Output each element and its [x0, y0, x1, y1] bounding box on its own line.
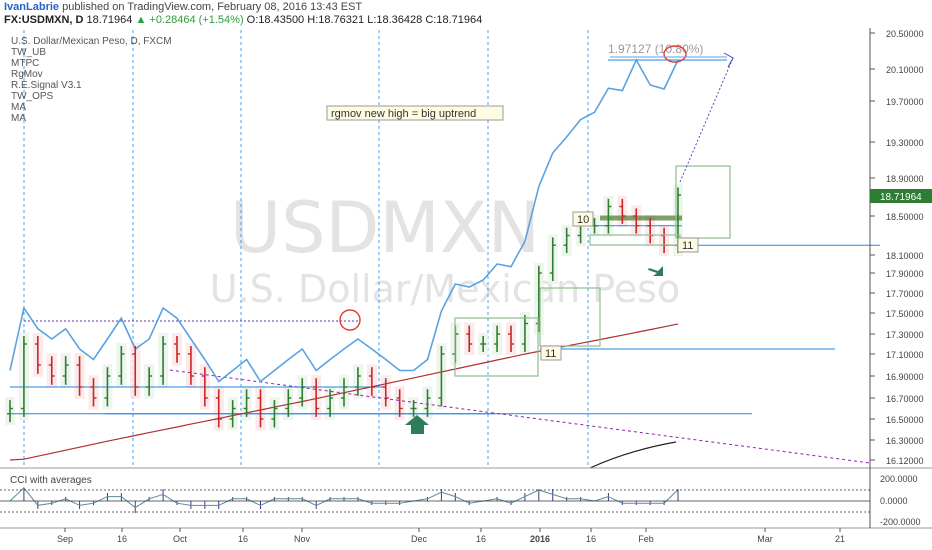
- open-value: 18.43500: [258, 14, 305, 26]
- time-tick-label: Dec: [411, 534, 428, 544]
- rgmov-series-line: [9, 58, 679, 383]
- time-tick-label: 16: [238, 534, 248, 544]
- price-tick-label: 19.70000: [886, 97, 924, 107]
- ohlc-bars: [7, 187, 681, 428]
- ohlc-line: FX:USDMXN, D 18.71964 ▲ +0.28464 (+1.54%…: [4, 14, 482, 26]
- svg-text:10: 10: [577, 214, 589, 226]
- watermark-symbol: USDMXN: [230, 187, 540, 269]
- signal-arrow-icon: [648, 266, 663, 276]
- time-tick-label: Oct: [173, 534, 188, 544]
- cci-panel: [9, 487, 679, 513]
- box-11-label-b: 11: [540, 345, 562, 361]
- price-tick-label: 16.50000: [886, 415, 924, 425]
- time-tick-label: Nov: [294, 534, 311, 544]
- buy-arrow-icon: [405, 415, 429, 434]
- close-label: C:: [425, 14, 437, 26]
- cci-tick-label: -200.0000: [880, 517, 921, 527]
- indicator-item[interactable]: TW_UB: [11, 47, 46, 58]
- svg-text:11: 11: [682, 240, 693, 252]
- period-lines: [23, 30, 589, 528]
- price-axis[interactable]: 20.50000 20.10000 19.70000 19.30000 18.90000…: [870, 29, 924, 466]
- chart-header: IvanLabrie published on TradingView.com,…: [0, 0, 932, 28]
- indicator-item[interactable]: MA: [11, 113, 26, 124]
- price-tick-label: 18.90000: [886, 174, 924, 184]
- breakout-circle: [339, 309, 361, 331]
- price-tick-label: 17.70000: [886, 289, 924, 299]
- indicator-item[interactable]: TW_OPS: [11, 91, 54, 102]
- indicator-list: U.S. Dollar/Mexican Peso, D, FXCM TW_UB …: [11, 36, 172, 124]
- price-tick-label: 20.10000: [886, 65, 924, 75]
- indicator-item[interactable]: MA: [11, 102, 26, 113]
- price-tick-label: 16.30000: [886, 436, 924, 446]
- time-tick-label: 16: [476, 534, 486, 544]
- price-tick-label: 17.30000: [886, 330, 924, 340]
- high-circle: [663, 45, 687, 63]
- pattern-boxes: [454, 165, 731, 377]
- svg-text:11: 11: [545, 348, 556, 360]
- target-label: 1.97127 (10.80%): [608, 42, 703, 56]
- last-price: 18.71964: [86, 14, 133, 26]
- price-tick-label: 18.50000: [886, 212, 924, 222]
- projection-arrow-icon: [723, 52, 734, 68]
- cci-tick-label: 0.0000: [880, 496, 908, 506]
- pattern-box: [675, 165, 731, 239]
- indicator-item[interactable]: U.S. Dollar/Mexican Peso, D, FXCM: [11, 36, 172, 47]
- cci-average-line: [9, 487, 679, 509]
- cci-tick-label: 200.0000: [880, 474, 918, 484]
- high-value: 18.76321: [318, 14, 365, 26]
- price-tick-label: 17.10000: [886, 350, 924, 360]
- low-label: L:: [367, 14, 377, 26]
- time-tick-label: 16: [117, 534, 127, 544]
- time-tick-label: 21: [835, 534, 845, 544]
- symbol-label[interactable]: FX:USDMXN, D: [4, 14, 84, 26]
- descending-trendline: [169, 369, 871, 464]
- pattern-box: [539, 287, 601, 347]
- cci-axis: 200.0000 0.0000 -200.0000: [0, 474, 921, 527]
- price-tick-label: 19.30000: [886, 138, 924, 148]
- support-resistance-lines: [10, 59, 880, 415]
- annotation-note[interactable]: rgmov new high = big uptrend: [326, 105, 504, 121]
- time-tick-label: Sep: [57, 534, 73, 544]
- price-tick-label: 18.10000: [886, 251, 924, 261]
- time-tick-label: Feb: [638, 534, 654, 544]
- pattern-box: [454, 317, 539, 377]
- close-value: 18.71964: [436, 14, 483, 26]
- change-value: +0.28464 (+1.54%): [149, 14, 244, 26]
- low-value: 18.36428: [376, 14, 423, 26]
- rgmov-line: [9, 58, 679, 383]
- time-tick-label: 2016: [530, 534, 550, 544]
- published-text: published on TradingView.com, February 0…: [62, 1, 363, 13]
- last-price-tag: 18.71964: [870, 189, 932, 203]
- author-link[interactable]: IvanLabrie: [4, 1, 60, 13]
- price-tick-label: 16.12000: [886, 456, 924, 466]
- box-11-label-a: 11: [677, 237, 699, 253]
- indicator-item[interactable]: MTPC: [11, 58, 40, 69]
- price-tick-label: 17.50000: [886, 309, 924, 319]
- time-tick-label: Mar: [757, 534, 773, 544]
- cci-label: CCI with averages: [10, 475, 92, 486]
- price-tick-label: 20.50000: [886, 29, 924, 39]
- projection-line: [679, 57, 734, 183]
- indicator-item[interactable]: R.E.Signal V3.1: [11, 80, 82, 91]
- price-tick-label: 16.90000: [886, 372, 924, 382]
- ma-slow-line: [589, 441, 677, 469]
- time-tick-label: 16: [586, 534, 596, 544]
- rgmov-note-text: rgmov new high = big uptrend: [331, 108, 476, 120]
- price-tick-label: 16.70000: [886, 394, 924, 404]
- trend-lines: [169, 215, 871, 464]
- time-axis[interactable]: Sep 16 Oct 16 Nov Dec 16 2016 16 Feb Mar 21: [57, 528, 845, 544]
- indicator-item[interactable]: RgMov: [11, 69, 43, 80]
- publish-line: IvanLabrie published on TradingView.com,…: [4, 1, 362, 13]
- high-label: H:: [307, 14, 319, 26]
- up-arrow-icon: ▲: [135, 14, 147, 26]
- open-label: O:: [246, 14, 259, 26]
- last-price-tag-text: 18.71964: [880, 192, 922, 203]
- box-10-label: 10: [572, 211, 594, 227]
- price-tick-label: 17.90000: [886, 269, 924, 279]
